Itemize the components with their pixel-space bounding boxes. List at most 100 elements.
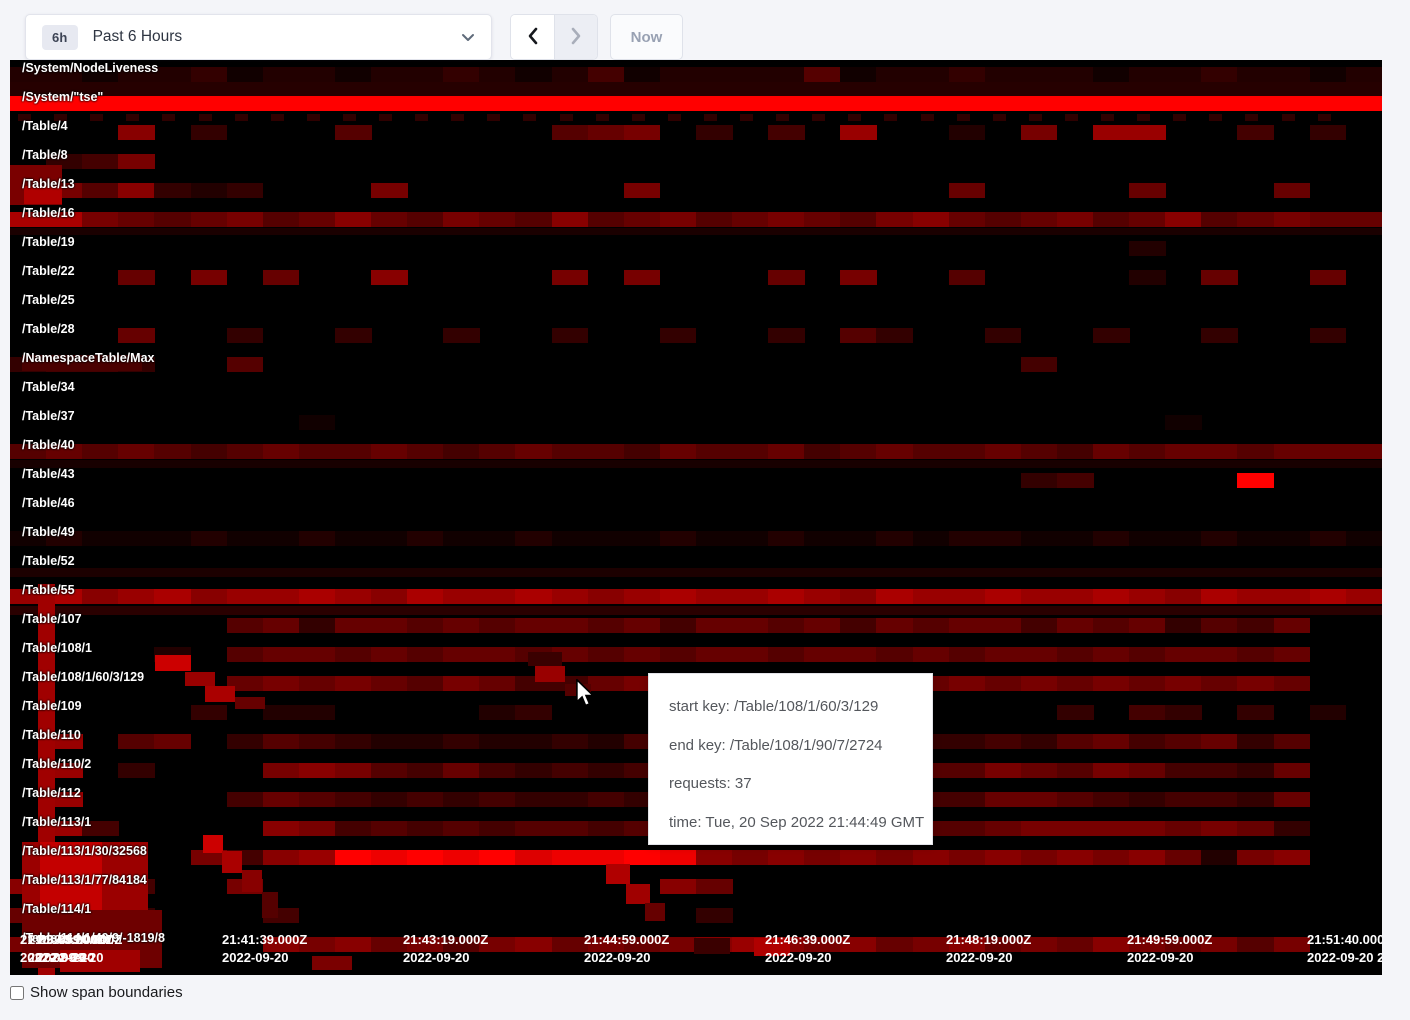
heatmap-cell[interactable] (1129, 444, 1166, 459)
heatmap-cell[interactable] (1129, 531, 1166, 546)
heatmap-cell[interactable] (118, 96, 155, 111)
heatmap-cell[interactable] (46, 531, 83, 546)
heatmap-cell[interactable] (623, 589, 661, 604)
heatmap-cell[interactable] (1129, 937, 1166, 952)
heatmap-cell[interactable] (190, 705, 228, 720)
heatmap-cell[interactable] (371, 183, 408, 198)
heatmap-cell[interactable] (695, 879, 733, 894)
heatmap-cell[interactable] (551, 763, 589, 778)
heatmap-cell[interactable] (587, 792, 625, 807)
heatmap-cell[interactable] (732, 444, 769, 459)
heatmap-cell[interactable] (1129, 270, 1166, 285)
heatmap-cell[interactable] (1020, 850, 1058, 865)
heatmap-cell[interactable] (732, 618, 769, 633)
heatmap-cell[interactable] (226, 444, 264, 459)
heatmap-cell[interactable] (443, 850, 480, 865)
heatmap-cell[interactable] (732, 531, 769, 546)
heatmap-cell[interactable] (695, 647, 733, 662)
heatmap-cell[interactable] (515, 734, 553, 749)
heatmap-cell[interactable] (1165, 531, 1202, 546)
heatmap-cell[interactable] (371, 444, 408, 459)
heatmap-cell[interactable] (190, 444, 228, 459)
heatmap-cell[interactable] (1237, 67, 1275, 82)
heatmap-cell[interactable] (154, 531, 192, 546)
heatmap-cell[interactable] (1273, 937, 1311, 952)
heatmap-cell[interactable] (948, 531, 986, 546)
heatmap-cell[interactable] (1020, 96, 1058, 111)
heatmap-cell[interactable] (262, 67, 300, 82)
heatmap-cell[interactable] (1345, 67, 1382, 82)
heatmap-cell[interactable] (1165, 734, 1202, 749)
heatmap-cell[interactable] (46, 734, 83, 749)
heatmap-cell[interactable] (1165, 618, 1202, 633)
heatmap-cell[interactable] (479, 763, 516, 778)
heatmap-cell[interactable] (298, 937, 336, 952)
heatmap-cell[interactable] (551, 937, 589, 952)
heatmap-cell[interactable] (82, 589, 119, 604)
heatmap-cell[interactable] (1129, 212, 1166, 227)
heatmap-cell[interactable] (587, 212, 625, 227)
heatmap-cell[interactable] (1129, 676, 1166, 691)
heatmap-cell[interactable] (840, 212, 877, 227)
heatmap-cell[interactable] (82, 67, 119, 82)
heatmap-cell[interactable] (371, 937, 408, 952)
heatmap-cell[interactable] (1165, 212, 1202, 227)
heatmap-cell[interactable] (479, 618, 516, 633)
heatmap-cell[interactable] (262, 792, 300, 807)
heatmap-cell[interactable] (1056, 589, 1094, 604)
heatmap-cell[interactable] (1201, 589, 1238, 604)
heatmap-cell[interactable] (334, 792, 372, 807)
heatmap-cell[interactable] (659, 850, 697, 865)
heatmap-cell[interactable] (695, 444, 733, 459)
heatmap-cell[interactable] (1056, 734, 1094, 749)
heatmap-cell[interactable] (334, 589, 372, 604)
heatmap-cell[interactable] (262, 705, 300, 720)
heatmap-cell[interactable] (1129, 821, 1166, 836)
heatmap-cell[interactable] (298, 821, 336, 836)
heatmap-cell[interactable] (768, 96, 805, 111)
heatmap-cell[interactable] (1201, 763, 1238, 778)
heatmap-cell[interactable] (587, 647, 625, 662)
heatmap-cell[interactable] (1237, 734, 1275, 749)
heatmap-cell[interactable] (1273, 821, 1311, 836)
heatmap-cell[interactable] (1237, 589, 1275, 604)
heatmap-cell[interactable] (1020, 734, 1058, 749)
heatmap-cell[interactable] (948, 183, 986, 198)
heatmap-cell[interactable] (876, 850, 914, 865)
heatmap-cell[interactable] (154, 589, 192, 604)
heatmap-cell[interactable] (443, 792, 480, 807)
heatmap-cell[interactable] (298, 618, 336, 633)
heatmap-cell[interactable] (695, 908, 733, 923)
heatmap-cell[interactable] (1020, 212, 1058, 227)
heatmap-cell[interactable] (298, 792, 336, 807)
heatmap-cell[interactable] (912, 618, 950, 633)
heatmap-cell[interactable] (1309, 212, 1347, 227)
heatmap-cell[interactable] (371, 821, 408, 836)
heatmap-cell[interactable] (262, 589, 300, 604)
heatmap-cell[interactable] (1020, 444, 1058, 459)
heatmap-cell[interactable] (190, 96, 228, 111)
heatmap-cell[interactable] (948, 937, 986, 952)
heatmap-cell[interactable] (876, 647, 914, 662)
heatmap-cell[interactable] (407, 444, 444, 459)
heatmap-cell[interactable] (1129, 763, 1166, 778)
heatmap-cell[interactable] (948, 850, 986, 865)
heatmap-cell[interactable] (551, 444, 589, 459)
heatmap-cell[interactable] (984, 734, 1022, 749)
heatmap-cell[interactable] (407, 96, 444, 111)
heatmap-cell[interactable] (1237, 444, 1275, 459)
heatmap-cell[interactable] (695, 531, 733, 546)
heatmap-cell[interactable] (984, 937, 1022, 952)
heatmap-cell[interactable] (298, 763, 336, 778)
heatmap-cell[interactable] (262, 96, 300, 111)
heatmap-cell[interactable] (551, 67, 589, 82)
heatmap-cell[interactable] (1201, 531, 1238, 546)
heatmap-cell[interactable] (984, 850, 1022, 865)
heatmap-cell[interactable] (1201, 647, 1238, 662)
heatmap-cell[interactable] (1093, 589, 1130, 604)
heatmap-cell[interactable] (876, 67, 914, 82)
heatmap-cell[interactable] (732, 647, 769, 662)
heatmap-cell[interactable] (226, 734, 264, 749)
heatmap-cell[interactable] (334, 618, 372, 633)
heatmap-cell[interactable] (1273, 589, 1311, 604)
